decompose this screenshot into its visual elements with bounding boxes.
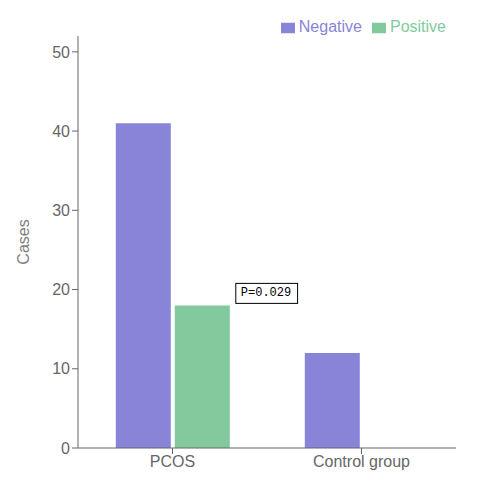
- svg-text:50: 50: [52, 44, 70, 61]
- svg-text:20: 20: [52, 281, 70, 298]
- html-text:Positive: Positive: [390, 18, 446, 35]
- svg-text:30: 30: [52, 202, 70, 219]
- svg-text:Cases: Cases: [15, 219, 32, 264]
- svg-text:10: 10: [52, 360, 70, 377]
- html-text:Negative: Negative: [298, 18, 362, 35]
- svg-text:PCOS: PCOS: [150, 453, 195, 470]
- svg-text:Control group: Control group: [313, 453, 410, 470]
- svg-text:P=0.029: P=0.029: [241, 286, 291, 300]
- svg-text:40: 40: [52, 123, 70, 140]
- svg-text:0: 0: [61, 440, 70, 457]
